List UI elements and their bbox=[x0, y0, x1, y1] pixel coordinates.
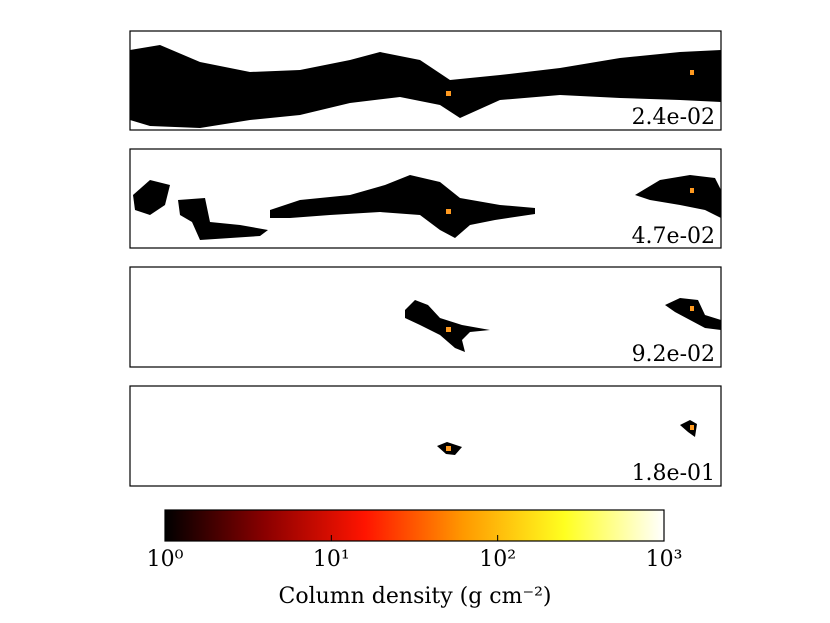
panel: 2.4e-02 bbox=[129, 30, 722, 131]
peak bbox=[446, 446, 451, 451]
panel: 1.8e-01 bbox=[129, 385, 722, 487]
panel-frame bbox=[129, 266, 722, 368]
density-region bbox=[130, 45, 721, 128]
tick-label: 10¹ bbox=[313, 547, 350, 572]
tick-label: 10⁰ bbox=[147, 547, 184, 572]
peak bbox=[690, 425, 694, 430]
density-region bbox=[133, 180, 170, 215]
density-region bbox=[270, 175, 535, 238]
colorbar: 10⁰ 10¹ 10² 10³ bbox=[147, 509, 683, 572]
colorbar-fill bbox=[164, 509, 665, 542]
density-region bbox=[680, 420, 697, 437]
density-region bbox=[635, 175, 721, 218]
panel-label: 9.2e-02 bbox=[632, 342, 715, 367]
panel-label: 2.4e-02 bbox=[632, 105, 715, 130]
density-region bbox=[178, 198, 268, 240]
panel: 4.7e-02 bbox=[129, 148, 722, 249]
peak bbox=[690, 306, 694, 311]
peak bbox=[446, 327, 451, 332]
tick-label: 10³ bbox=[646, 547, 683, 572]
panel-frame bbox=[129, 30, 722, 131]
colorbar-label: Column density (g cm⁻²) bbox=[278, 584, 551, 609]
panel-label: 4.7e-02 bbox=[632, 224, 715, 249]
peak bbox=[690, 188, 694, 193]
peak bbox=[690, 70, 694, 75]
peak bbox=[446, 91, 451, 96]
density-region bbox=[665, 298, 721, 330]
tick-label: 10² bbox=[479, 547, 516, 572]
panel-frame bbox=[129, 148, 722, 249]
peak bbox=[446, 209, 451, 214]
panel-frame bbox=[129, 385, 722, 487]
panel: 9.2e-02 bbox=[129, 266, 722, 368]
panel-label: 1.8e-01 bbox=[632, 461, 715, 486]
density-region bbox=[405, 300, 490, 352]
